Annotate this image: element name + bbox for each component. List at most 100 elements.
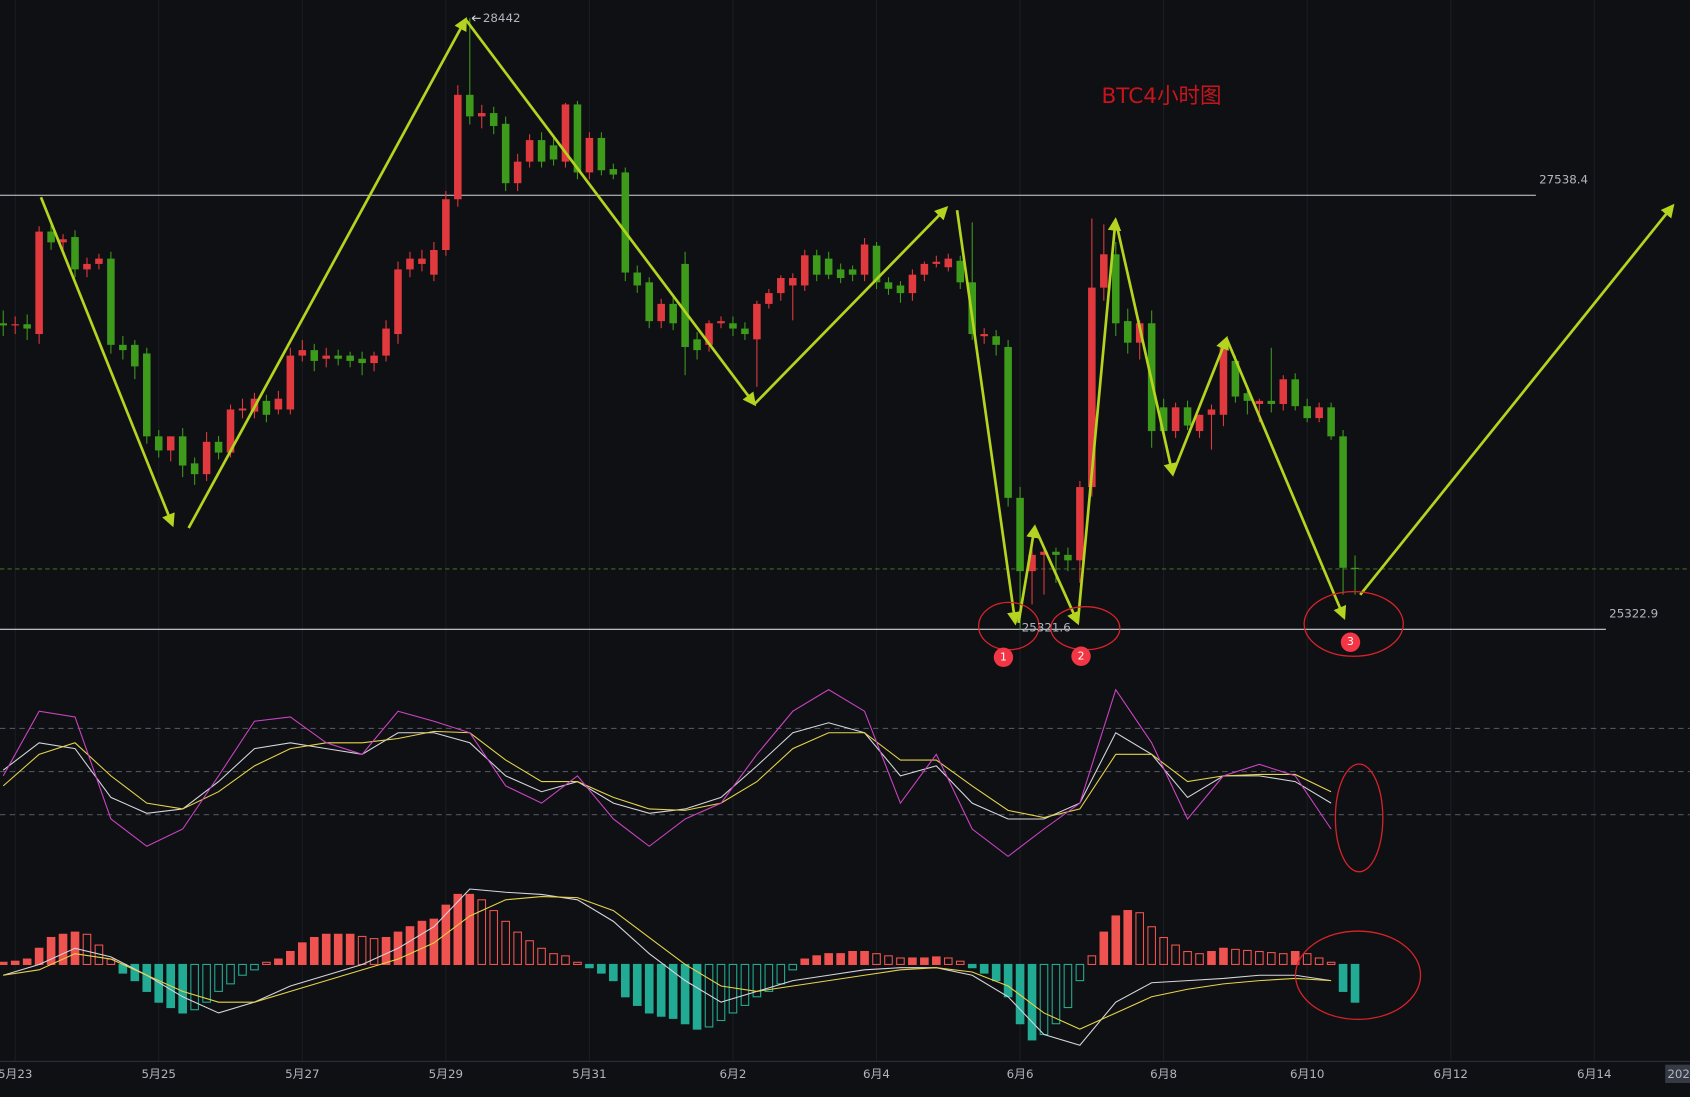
candle-body bbox=[992, 336, 1000, 345]
candle-body bbox=[382, 328, 390, 356]
histogram-bar bbox=[178, 963, 187, 1014]
histogram-bar bbox=[1135, 912, 1145, 965]
histogram-bar bbox=[58, 933, 68, 965]
histogram-bar bbox=[453, 893, 463, 965]
candle-body bbox=[1243, 393, 1252, 401]
time-label: 202 bbox=[1667, 1067, 1690, 1081]
histogram-bar bbox=[1183, 950, 1192, 965]
candle-body bbox=[585, 137, 594, 173]
candle-body bbox=[370, 355, 378, 364]
x-tick-label: 5月27 bbox=[285, 1067, 319, 1081]
candle-body bbox=[824, 258, 833, 275]
candle-body bbox=[657, 303, 665, 322]
histogram-bar bbox=[154, 963, 164, 1003]
candle-body bbox=[645, 282, 653, 322]
x-tick-label: 6月10 bbox=[1290, 1067, 1324, 1081]
candle-body bbox=[800, 255, 809, 286]
histogram-bar bbox=[1099, 931, 1109, 965]
histogram-bar bbox=[1255, 950, 1264, 965]
histogram-bar bbox=[34, 947, 44, 965]
candle-body bbox=[920, 263, 929, 275]
histogram-bar bbox=[943, 957, 953, 965]
histogram-bar bbox=[0, 961, 8, 965]
candle-body bbox=[274, 398, 283, 410]
candle-body bbox=[430, 250, 438, 275]
histogram-bar bbox=[908, 957, 917, 965]
histogram-bar bbox=[1075, 963, 1085, 982]
histogram-bar bbox=[477, 899, 487, 965]
candle-body bbox=[753, 303, 761, 340]
candle-body bbox=[549, 145, 558, 160]
histogram-bar bbox=[1051, 963, 1061, 1025]
candle-body bbox=[812, 255, 821, 275]
candle-body bbox=[35, 231, 43, 335]
histogram-bar bbox=[417, 920, 427, 965]
histogram-bar bbox=[214, 963, 223, 992]
histogram-bar bbox=[764, 963, 774, 992]
histogram-bar bbox=[848, 950, 857, 965]
histogram-bar bbox=[704, 963, 714, 1028]
candle-body bbox=[406, 258, 414, 270]
histogram-bar bbox=[250, 963, 259, 971]
histogram-bar bbox=[656, 963, 666, 1017]
candle-body bbox=[1016, 497, 1024, 572]
histogram-bar bbox=[381, 936, 391, 965]
histogram-bar bbox=[1278, 953, 1288, 965]
arrow bbox=[187, 17, 467, 529]
histogram-bar bbox=[668, 963, 678, 1019]
candle-body bbox=[501, 123, 510, 184]
candle-body bbox=[1112, 254, 1120, 324]
histogram-bar bbox=[1338, 963, 1348, 992]
candle-body bbox=[1195, 414, 1204, 432]
arrow bbox=[1076, 217, 1122, 623]
candle-body bbox=[1028, 554, 1036, 572]
candle-body bbox=[47, 231, 55, 243]
histogram-bar bbox=[800, 958, 810, 965]
x-tick-label: 6月14 bbox=[1577, 1067, 1611, 1081]
arrow bbox=[1225, 337, 1347, 620]
candle-body bbox=[1123, 321, 1132, 343]
candle-body bbox=[71, 237, 79, 270]
candle-body bbox=[872, 245, 881, 283]
histogram-bar bbox=[226, 963, 235, 985]
histogram-bar bbox=[1063, 963, 1073, 1009]
candle-body bbox=[131, 344, 139, 367]
histogram-bar bbox=[680, 963, 690, 1025]
candle-body bbox=[394, 269, 402, 335]
low-label: 25321.6 bbox=[1022, 621, 1071, 635]
candle-body bbox=[884, 282, 893, 289]
candle-body bbox=[143, 353, 151, 437]
circles bbox=[978, 590, 1422, 1021]
circle bbox=[1303, 590, 1404, 657]
candle-body bbox=[1004, 346, 1012, 498]
candle-body bbox=[669, 303, 677, 324]
candle-body bbox=[777, 278, 785, 294]
candle-body bbox=[1267, 400, 1276, 405]
histogram-bar bbox=[369, 938, 379, 965]
indicator-line bbox=[2, 730, 1332, 819]
histogram-bar bbox=[501, 920, 510, 965]
histogram-bar bbox=[142, 963, 152, 992]
histogram-bar bbox=[1243, 949, 1252, 965]
candle-body bbox=[226, 409, 235, 453]
candle-body bbox=[1064, 554, 1072, 561]
histogram-bar bbox=[585, 963, 594, 969]
candle-body bbox=[11, 324, 19, 326]
histogram-bar bbox=[1015, 963, 1025, 1025]
histogram-bar bbox=[1302, 953, 1312, 965]
histogram-bar bbox=[465, 893, 475, 965]
candle-body bbox=[286, 355, 295, 410]
indicator-line bbox=[3, 888, 1332, 1046]
histogram-bar bbox=[1123, 910, 1133, 965]
candle-body bbox=[932, 261, 941, 264]
candle-body bbox=[454, 94, 462, 200]
candle-body bbox=[95, 258, 103, 264]
candle-body bbox=[848, 269, 857, 275]
histogram-bar bbox=[620, 963, 630, 998]
histogram-bar bbox=[321, 933, 331, 965]
histogram-bar bbox=[1326, 961, 1336, 965]
candle-body bbox=[1207, 409, 1216, 415]
histogram-bar bbox=[297, 942, 307, 965]
candle-body bbox=[346, 355, 354, 361]
histogram-bar bbox=[130, 963, 140, 982]
